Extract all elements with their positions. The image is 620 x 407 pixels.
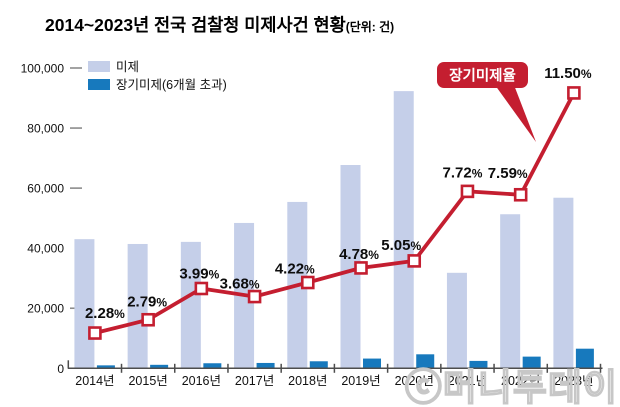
x-axis-label-2018년: 2018년 xyxy=(288,374,327,388)
legend-swatch-pending-icon xyxy=(88,61,110,72)
pending-bar-2021년 xyxy=(446,272,467,369)
x-axis-label-2020년: 2020년 xyxy=(395,374,434,388)
chart-title-text: 2014~2023년 전국 검찰청 미제사건 현황 xyxy=(45,15,346,35)
chart-title: 2014~2023년 전국 검찰청 미제사건 현황(단위: 건) xyxy=(45,15,394,35)
x-axis-label-2022년: 2022년 xyxy=(501,374,540,388)
y-axis-label-100,000: 100,000 xyxy=(21,62,65,76)
rate-marker-2019년 xyxy=(354,261,368,275)
longterm-bar-2014년 xyxy=(96,365,115,369)
rate-label-2015년: 2.79% xyxy=(127,294,167,311)
rate-label-2022년: 7.59% xyxy=(488,165,528,182)
rate-marker-2017년 xyxy=(247,289,262,304)
rate-label-2018년: 4.22% xyxy=(275,261,315,278)
longterm-bar-2016년 xyxy=(203,363,222,369)
longterm-bar-2023년 xyxy=(575,348,594,369)
callout-box xyxy=(437,62,528,88)
y-axis-label-40,000: 40,000 xyxy=(27,242,64,256)
x-axis-label-2019년: 2019년 xyxy=(341,374,380,388)
rate-label-2019년: 4.78% xyxy=(339,246,379,263)
legend-label-pending: 미제 xyxy=(116,60,139,74)
longterm-bar-2015년 xyxy=(150,364,169,369)
pending-bar-2014년 xyxy=(74,239,95,369)
pending-bar-2023년 xyxy=(553,197,574,369)
longterm-bar-2020년 xyxy=(416,354,435,369)
rate-label-2016년: 3.99% xyxy=(179,266,219,283)
plot-area: 0 20,000 40,000 60,000 80,000 100,000 2014년 201… xyxy=(21,62,603,388)
pending-bar-2015년 xyxy=(127,243,148,369)
longterm-bar-2017년 xyxy=(256,362,275,369)
legend-swatch-longterm-icon xyxy=(88,79,110,90)
y-axis-label-20,000: 20,000 xyxy=(27,302,64,316)
x-axis-label-2021년: 2021년 xyxy=(448,374,487,388)
rate-marker-2020년 xyxy=(407,254,422,268)
pending-bar-2016년 xyxy=(180,241,201,369)
rate-label-2021년: 7.72% xyxy=(443,164,483,181)
x-axis-label-2014년: 2014년 xyxy=(75,374,114,388)
rate-marker-2022년 xyxy=(513,187,528,202)
x-axis-label-2023년: 2023년 xyxy=(554,374,593,388)
legend-label-longterm: 장기미제(6개월 초과) xyxy=(116,78,227,92)
legend: 미제 장기미제(6개월 초과) xyxy=(88,60,227,92)
longterm-bar-2021년 xyxy=(469,360,488,369)
rate-line xyxy=(94,92,576,335)
y-axis-label-0: 0 xyxy=(57,362,64,376)
rate-marker-2018년 xyxy=(300,275,315,290)
x-axis-label-2017년: 2017년 xyxy=(235,374,274,388)
rate-marker-2016년 xyxy=(194,281,209,296)
rate-label-2020년: 5.05% xyxy=(381,237,421,254)
rate-callout: 장기미제율 xyxy=(437,62,536,142)
longterm-bar-2018년 xyxy=(309,361,328,369)
rate-label-2017년: 3.68% xyxy=(220,276,260,293)
pending-bar-2020년 xyxy=(393,91,414,369)
x-axis-label-2016년: 2016년 xyxy=(182,374,221,388)
chart-title-unit: (단위: 건) xyxy=(346,19,394,34)
callout-label: 장기미제율 xyxy=(449,67,516,85)
longterm-bar-2022년 xyxy=(522,356,541,369)
y-axis-label-60,000: 60,000 xyxy=(27,182,64,196)
rate-marker-2021년 xyxy=(460,184,475,199)
pending-bar-2019년 xyxy=(340,164,361,369)
longterm-bar-2019년 xyxy=(363,358,382,369)
callout-tail xyxy=(495,85,536,142)
x-axis-label-2015년: 2015년 xyxy=(128,374,167,388)
pending-bar-2022년 xyxy=(500,214,521,369)
watermark: ⓒ머니투데이 xyxy=(405,367,618,407)
rate-label-2023년: 11.50% xyxy=(544,65,592,82)
rate-label-2014년: 2.28% xyxy=(85,305,125,322)
y-axis-label-80,000: 80,000 xyxy=(27,122,64,136)
rate-marker-2014년 xyxy=(88,326,102,340)
rate-marker-2015년 xyxy=(141,312,155,327)
rate-marker-2023년 xyxy=(567,86,581,100)
